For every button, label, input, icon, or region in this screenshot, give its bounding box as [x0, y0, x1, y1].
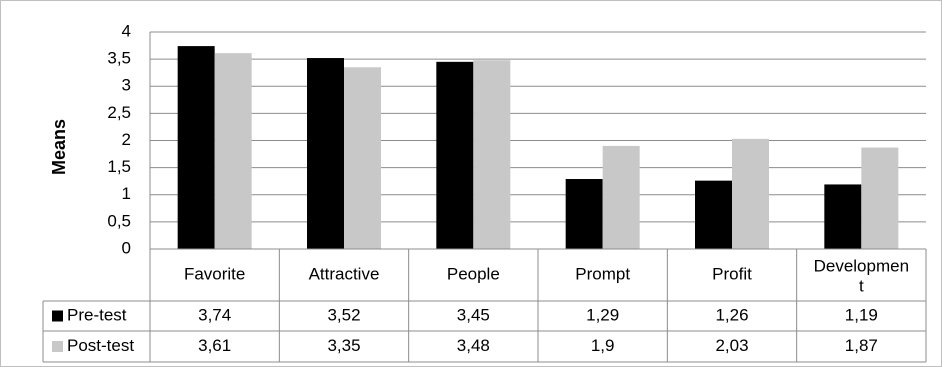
bar [436, 61, 474, 250]
y-tick-label: 0,5 [107, 211, 131, 230]
bar [473, 60, 511, 250]
category-label: Attractive [309, 264, 380, 283]
y-tick-labels: 0 0,5 1 1,5 2 2,5 3 3,5 4 [107, 21, 131, 257]
bar [861, 147, 899, 249]
data-label: 3,61 [198, 336, 231, 355]
y-tick-label: 1 [122, 184, 131, 203]
bars [177, 46, 899, 250]
data-label: 1,26 [715, 305, 748, 324]
y-tick-label: 0 [122, 238, 131, 257]
bar [602, 145, 640, 249]
bar [344, 67, 381, 249]
bar [177, 46, 215, 250]
data-label: 3,48 [457, 336, 490, 355]
data-label: 2,03 [715, 336, 748, 355]
y-tick-label: 3,5 [107, 49, 131, 68]
data-label: 3,35 [327, 336, 360, 355]
series-name: Post-test [67, 336, 134, 355]
category-label: Developmen [814, 256, 909, 275]
data-label: 3,45 [457, 305, 490, 324]
bar [214, 53, 252, 249]
bar [565, 179, 603, 249]
data-label: 1,87 [845, 336, 878, 355]
category-label: Profit [712, 264, 752, 283]
y-tick-label: 2 [122, 130, 131, 149]
category-label: Favorite [184, 264, 245, 283]
data-label: 1,9 [591, 336, 615, 355]
y-tick-label: 1,5 [107, 157, 131, 176]
y-tick-label: 2,5 [107, 103, 131, 122]
data-label: 1,19 [845, 305, 878, 324]
legend-swatch [52, 310, 63, 322]
legend-swatch [52, 341, 63, 352]
category-label: Prompt [575, 264, 630, 283]
series-name: Pre-test [67, 305, 127, 324]
y-tick-label: 3 [122, 76, 131, 95]
y-axis-label: Means [49, 119, 69, 175]
category-label: People [447, 264, 500, 283]
data-label: 3,52 [327, 305, 360, 324]
y-tick-label: 4 [122, 21, 131, 40]
bar [307, 58, 344, 249]
category-label: t [859, 276, 864, 295]
bar [824, 184, 862, 249]
data-label: 1,29 [586, 305, 619, 324]
data-label: 3,74 [198, 305, 231, 324]
data-table: Favorite Attractive People Prompt Profit Deve… [42, 32, 927, 363]
bar [732, 138, 769, 249]
gridlines [150, 31, 926, 250]
bar [695, 180, 732, 249]
